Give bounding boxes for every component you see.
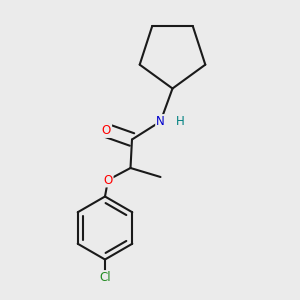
- Text: O: O: [102, 124, 111, 137]
- Text: N: N: [156, 115, 165, 128]
- Text: H: H: [176, 115, 184, 128]
- Text: Cl: Cl: [99, 271, 111, 284]
- Text: O: O: [103, 173, 112, 187]
